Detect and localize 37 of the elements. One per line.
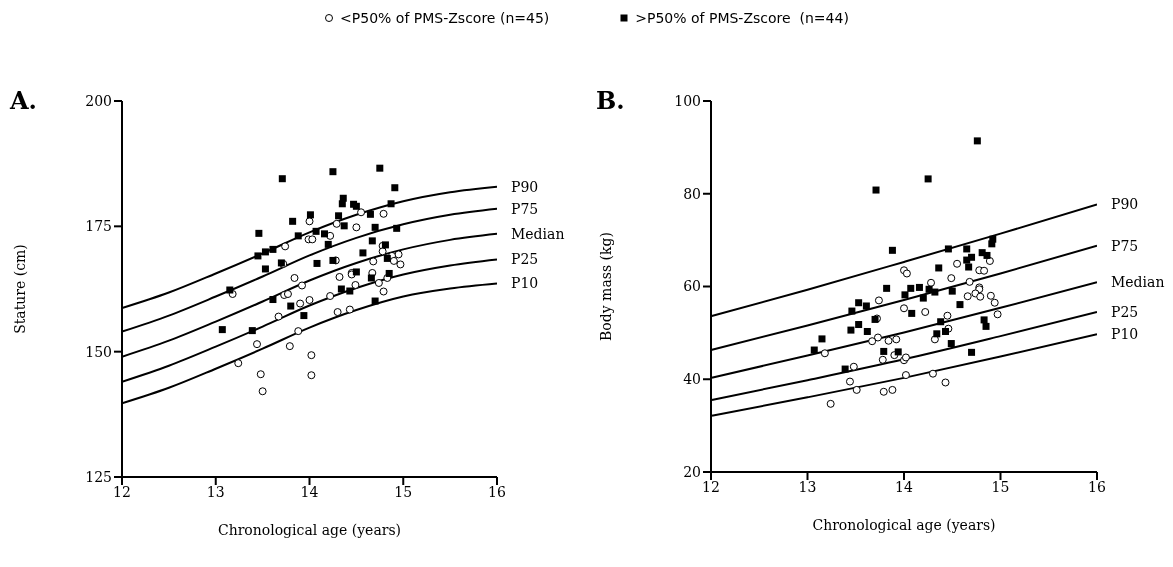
x-tick-label: 13: [798, 478, 817, 495]
series-label: P25: [511, 251, 539, 268]
y-axis-title: Stature (cm): [11, 244, 28, 334]
chart-title: B.: [596, 86, 625, 115]
y-tick-label: 100: [674, 92, 701, 109]
series-label: P75: [1111, 237, 1139, 254]
series-label: P25: [1111, 304, 1139, 321]
y-tick-label: 175: [85, 218, 112, 235]
series-label: P75: [511, 200, 539, 217]
y-tick-label: 40: [683, 371, 701, 388]
x-axis-title: Chronological age (years): [812, 517, 996, 533]
y-axis-title: Body mass (kg): [597, 232, 614, 341]
chart-title: A.: [10, 86, 37, 115]
x-tick-label: 12: [702, 478, 720, 495]
y-tick-label: 80: [683, 185, 701, 202]
y-tick-label: 125: [85, 468, 112, 485]
x-tick-label: 15: [991, 478, 1010, 495]
y-tick-label: 200: [85, 92, 112, 109]
x-tick-label: 16: [488, 483, 506, 500]
series-label: Median: [1111, 274, 1165, 291]
legend-label: <P50% of PMS-Zscore (n=45): [340, 10, 550, 26]
y-tick-label: 20: [683, 463, 701, 480]
x-tick-label: 15: [394, 483, 413, 500]
x-tick-label: 12: [113, 483, 131, 500]
x-axis-title: Chronological age (years): [217, 522, 402, 538]
y-tick-label: 60: [683, 278, 701, 295]
series-label: Median: [511, 225, 565, 242]
x-tick-label: 14: [300, 483, 319, 500]
series-label: P10: [511, 275, 539, 292]
x-tick-label: 13: [206, 483, 225, 500]
x-tick-label: 16: [1088, 478, 1106, 495]
series-label: P90: [1111, 196, 1139, 213]
series-label: P90: [511, 178, 539, 195]
series-label: P10: [1111, 326, 1139, 343]
x-tick-label: 14: [895, 478, 913, 495]
legend-label: >P50% of PMS-Zscore (n=44): [635, 10, 849, 26]
y-tick-label: 150: [85, 343, 112, 360]
